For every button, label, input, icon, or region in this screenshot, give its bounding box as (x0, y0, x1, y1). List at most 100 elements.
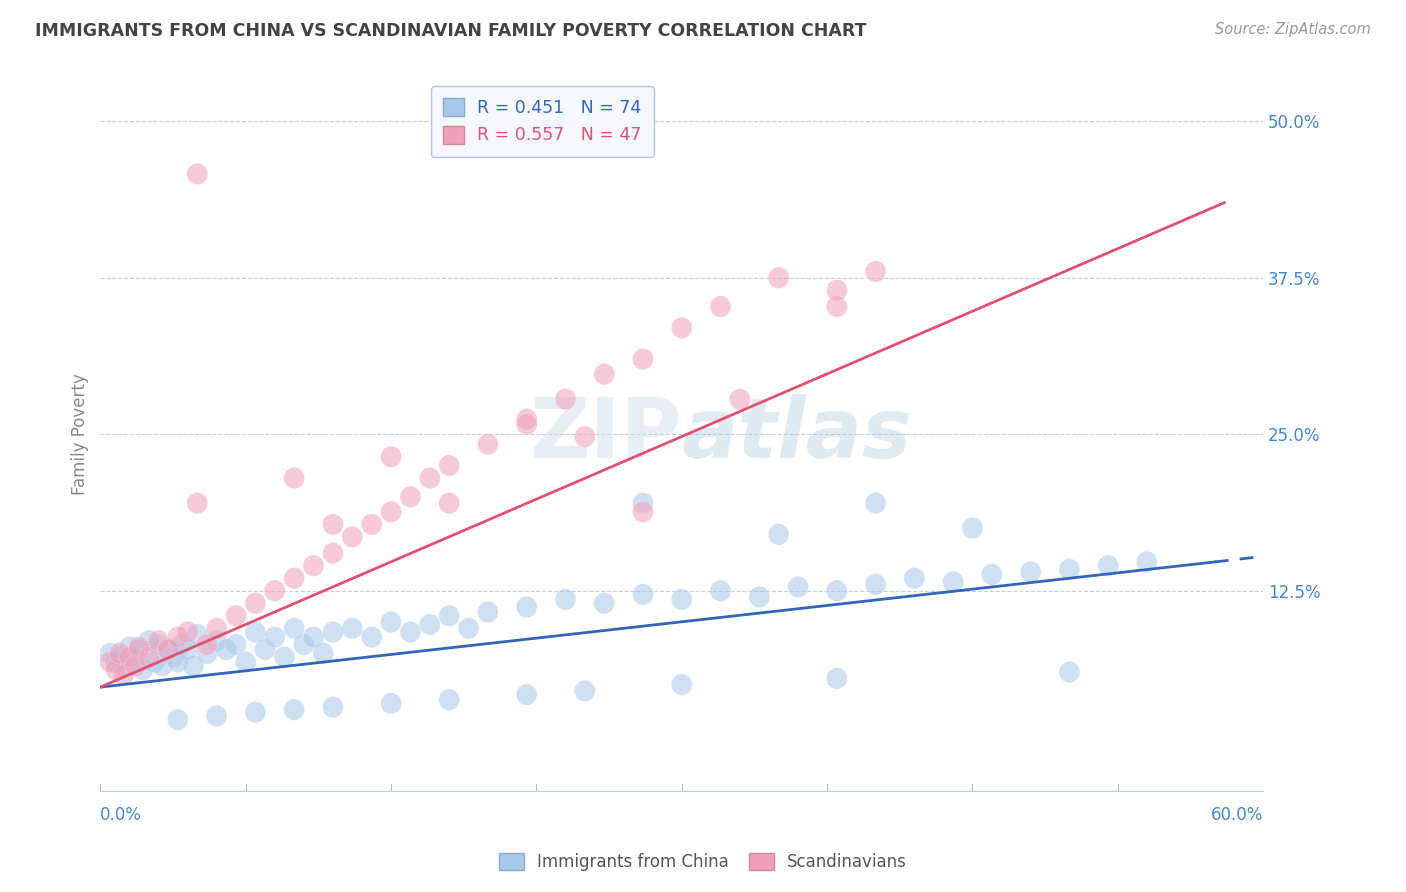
Ellipse shape (183, 655, 204, 676)
Ellipse shape (284, 467, 305, 489)
Ellipse shape (865, 574, 886, 595)
Ellipse shape (235, 651, 256, 673)
Ellipse shape (827, 667, 848, 689)
Ellipse shape (112, 655, 134, 676)
Ellipse shape (304, 626, 323, 648)
Ellipse shape (167, 709, 188, 731)
Ellipse shape (264, 626, 285, 648)
Ellipse shape (245, 622, 266, 643)
Ellipse shape (110, 647, 131, 668)
Ellipse shape (110, 642, 131, 664)
Ellipse shape (148, 630, 169, 651)
Ellipse shape (710, 296, 731, 318)
Ellipse shape (575, 681, 595, 702)
Text: Source: ZipAtlas.com: Source: ZipAtlas.com (1215, 22, 1371, 37)
Ellipse shape (768, 267, 789, 288)
Ellipse shape (100, 642, 121, 664)
Y-axis label: Family Poverty: Family Poverty (72, 374, 89, 495)
Ellipse shape (633, 583, 654, 605)
Ellipse shape (593, 363, 614, 384)
Ellipse shape (1059, 661, 1080, 682)
Ellipse shape (322, 514, 343, 535)
Ellipse shape (904, 567, 925, 589)
Ellipse shape (187, 163, 208, 185)
Ellipse shape (827, 296, 848, 318)
Ellipse shape (207, 617, 228, 639)
Ellipse shape (361, 514, 382, 535)
Ellipse shape (322, 622, 343, 643)
Text: ZIP: ZIP (529, 393, 682, 475)
Ellipse shape (105, 651, 127, 673)
Ellipse shape (217, 639, 236, 660)
Ellipse shape (458, 617, 479, 639)
Ellipse shape (172, 634, 193, 656)
Ellipse shape (167, 626, 188, 648)
Ellipse shape (381, 501, 402, 523)
Ellipse shape (942, 571, 963, 592)
Ellipse shape (439, 455, 460, 476)
Ellipse shape (177, 639, 198, 660)
Ellipse shape (381, 611, 402, 632)
Ellipse shape (125, 648, 146, 670)
Ellipse shape (671, 589, 692, 610)
Ellipse shape (710, 580, 731, 601)
Ellipse shape (284, 567, 305, 589)
Ellipse shape (138, 630, 159, 651)
Ellipse shape (187, 624, 208, 645)
Ellipse shape (245, 701, 266, 723)
Ellipse shape (225, 605, 246, 626)
Ellipse shape (284, 699, 305, 721)
Ellipse shape (671, 318, 692, 339)
Ellipse shape (671, 673, 692, 695)
Ellipse shape (478, 601, 499, 623)
Ellipse shape (787, 576, 808, 598)
Ellipse shape (128, 636, 149, 657)
Ellipse shape (399, 622, 420, 643)
Ellipse shape (157, 639, 179, 660)
Ellipse shape (264, 580, 285, 601)
Ellipse shape (381, 693, 402, 714)
Ellipse shape (254, 639, 276, 660)
Ellipse shape (419, 614, 440, 635)
Ellipse shape (730, 389, 751, 410)
Ellipse shape (177, 622, 198, 643)
Ellipse shape (138, 647, 159, 668)
Ellipse shape (225, 634, 246, 656)
Ellipse shape (555, 389, 576, 410)
Ellipse shape (439, 689, 460, 710)
Ellipse shape (148, 634, 169, 656)
Ellipse shape (439, 492, 460, 514)
Ellipse shape (197, 642, 218, 664)
Text: 0.0%: 0.0% (100, 806, 142, 824)
Text: IMMIGRANTS FROM CHINA VS SCANDINAVIAN FAMILY POVERTY CORRELATION CHART: IMMIGRANTS FROM CHINA VS SCANDINAVIAN FA… (35, 22, 866, 40)
Ellipse shape (516, 414, 537, 435)
Ellipse shape (633, 492, 654, 514)
Ellipse shape (593, 592, 614, 614)
Legend: R = 0.451   N = 74, R = 0.557   N = 47: R = 0.451 N = 74, R = 0.557 N = 47 (430, 87, 654, 157)
Ellipse shape (633, 501, 654, 523)
Ellipse shape (197, 634, 218, 656)
Ellipse shape (304, 555, 323, 576)
Ellipse shape (157, 639, 179, 660)
Ellipse shape (962, 517, 983, 539)
Ellipse shape (342, 526, 363, 548)
Ellipse shape (207, 630, 228, 651)
Ellipse shape (516, 409, 537, 430)
Ellipse shape (1021, 561, 1040, 582)
Ellipse shape (1098, 555, 1119, 576)
Ellipse shape (245, 592, 266, 614)
Ellipse shape (207, 706, 228, 727)
Ellipse shape (322, 697, 343, 718)
Ellipse shape (827, 279, 848, 301)
Ellipse shape (865, 492, 886, 514)
Ellipse shape (768, 524, 789, 545)
Ellipse shape (120, 636, 139, 657)
Ellipse shape (516, 684, 537, 706)
Ellipse shape (274, 647, 295, 668)
Ellipse shape (1136, 551, 1157, 573)
Ellipse shape (399, 486, 420, 508)
Legend: Immigrants from China, Scandinavians: Immigrants from China, Scandinavians (491, 845, 915, 880)
Ellipse shape (163, 647, 184, 668)
Ellipse shape (865, 260, 886, 282)
Ellipse shape (981, 564, 1002, 585)
